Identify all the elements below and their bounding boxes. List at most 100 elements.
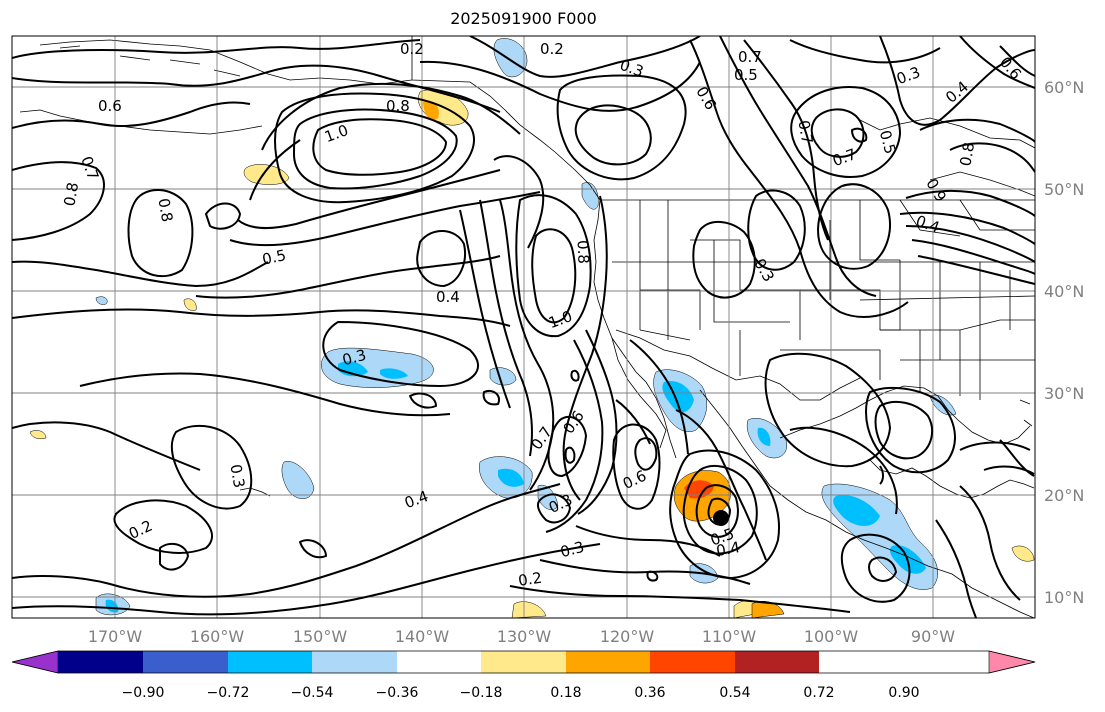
colorbar-tick-label: −0.18 [460, 685, 503, 701]
contour-line [899, 211, 1035, 245]
contour-line [556, 74, 687, 181]
coastline [411, 36, 601, 201]
contour-line [575, 525, 721, 557]
contour-line [874, 400, 934, 460]
contour-label: 0.8 [574, 240, 593, 264]
colorbar-tick-label: 0.36 [634, 685, 665, 701]
contour-line [322, 321, 480, 387]
contour-line [689, 39, 909, 318]
shade-patch [493, 38, 528, 78]
shade-patch [380, 368, 408, 379]
contour-line [935, 519, 977, 618]
contour-line [493, 155, 545, 249]
contour-line [789, 426, 898, 515]
colorbar-extend-high [988, 650, 1036, 674]
contour-line [12, 483, 561, 598]
contour-line [509, 585, 851, 613]
contour-line [879, 465, 884, 485]
contour-line [469, 36, 701, 78]
contour-line [249, 139, 301, 201]
contour-line [911, 239, 1035, 275]
contour-line [959, 485, 1021, 601]
state-line [640, 289, 701, 330]
contour-line [482, 390, 500, 406]
state-line [639, 329, 691, 341]
colorbar-tick-label: −0.54 [291, 685, 334, 701]
shade-patch [1011, 545, 1035, 562]
contour-line [419, 60, 701, 112]
island [19, 109, 263, 135]
colorbar-segment [735, 651, 819, 673]
colorbar-tick-label: −0.72 [207, 685, 250, 701]
colorbar-tick-label: 0.54 [719, 685, 750, 701]
contour-line [612, 423, 661, 510]
contour-line [537, 493, 571, 524]
map-title: 2025091900 F000 [450, 9, 597, 28]
contour-line [615, 399, 651, 445]
shade-patch [537, 484, 559, 510]
colorbar-tick-label: −0.36 [376, 685, 419, 701]
contour-line [949, 142, 1035, 173]
contour-label: 0.7 [738, 48, 762, 66]
state-line [959, 199, 1035, 231]
contour-line [905, 189, 1035, 217]
contour-line [564, 446, 576, 464]
coastline [59, 45, 241, 77]
lat-label: 30°N [1044, 384, 1084, 403]
contour-label: 0.3 [226, 463, 248, 490]
island [929, 171, 1035, 197]
coastline [611, 337, 667, 449]
contour-line [12, 260, 269, 287]
lon-label: 100°W [804, 627, 859, 646]
contour-line [12, 161, 105, 241]
lat-label: 50°N [1044, 180, 1084, 199]
contour-line [719, 36, 877, 297]
colorbar-segment [397, 651, 481, 673]
contour-line [646, 570, 659, 582]
contour-line [479, 199, 533, 457]
contour-line [570, 369, 580, 382]
contour-label: 0.2 [400, 40, 424, 58]
contour-line [868, 556, 897, 582]
lat-label: 60°N [1044, 78, 1084, 97]
contour-line [682, 464, 758, 555]
colorbar-segment [312, 651, 397, 673]
colorbar-frame [11, 650, 1036, 674]
map-frame [11, 35, 1036, 619]
contour-label: 0.7 [794, 119, 816, 146]
shade-patch [423, 100, 439, 121]
shade-patch [757, 427, 771, 446]
contour-line [261, 82, 521, 151]
contour-line [983, 465, 1035, 475]
coastline [39, 39, 413, 85]
contour-label: 0.6 [98, 97, 122, 115]
contour-line [12, 421, 201, 471]
state-line [690, 239, 741, 290]
contour-line [12, 308, 511, 327]
contour-line [817, 183, 891, 270]
contour-line [531, 228, 577, 324]
contour-line [274, 92, 475, 204]
contour-line [293, 108, 458, 190]
contour-line [12, 101, 251, 129]
lon-label: 110°W [702, 627, 757, 646]
contour-line [747, 189, 806, 271]
shading-layer [29, 38, 1035, 618]
contour-label: 0.3 [558, 538, 586, 562]
contour-line [959, 36, 1035, 89]
colorbar-extend-low [11, 650, 59, 674]
lat-label: 20°N [1044, 486, 1084, 505]
contour-line [851, 127, 868, 143]
contour-line [127, 188, 194, 278]
shade-patch [833, 495, 880, 526]
contour-line [170, 424, 253, 510]
shade-patch [498, 468, 524, 487]
state-line [713, 240, 790, 323]
state-line [780, 349, 881, 380]
colorbar-tick-label: −0.90 [122, 685, 165, 701]
lon-label: 130°W [497, 627, 552, 646]
contour-label: 0.2 [540, 40, 564, 58]
island [1019, 399, 1033, 427]
lat-labels: 60°N 50°N 40°N 30°N 20°N 10°N [1044, 78, 1084, 607]
contour-line [113, 499, 213, 554]
